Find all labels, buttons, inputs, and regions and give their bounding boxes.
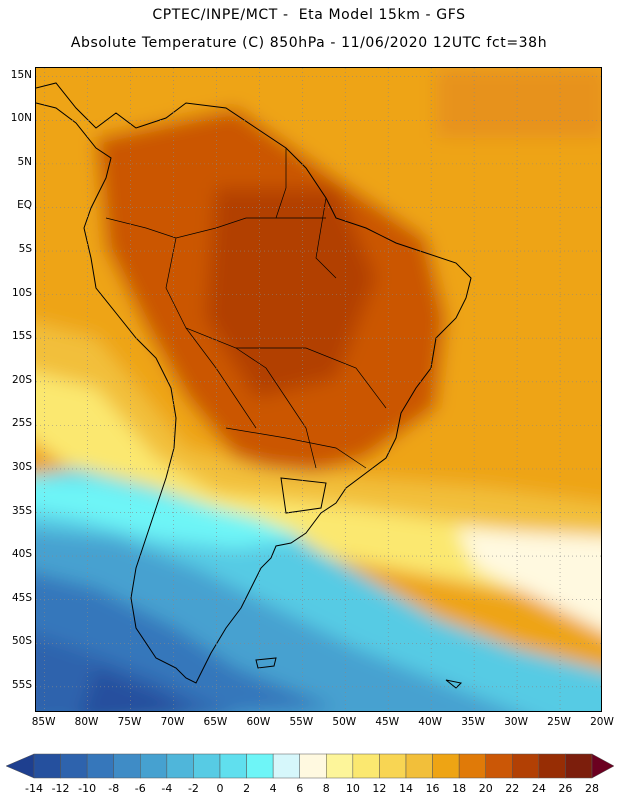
colorbar-tick-label: 24 [531, 782, 546, 795]
colorbar-tick-label: 12 [372, 782, 387, 795]
title-line-2: Absolute Temperature (C) 850hPa - 11/06/… [70, 35, 548, 51]
colorbar-swatch [432, 753, 460, 779]
colorbar-tick-label: 16 [425, 782, 440, 795]
colorbar-swatch [512, 753, 540, 779]
colorbar-swatch [140, 753, 168, 779]
colorbar-tick-label: 4 [269, 782, 277, 795]
colorbar-swatch [219, 753, 247, 779]
colorbar-tick-label: 18 [452, 782, 467, 795]
colorbar-swatch [193, 753, 221, 779]
colorbar [5, 753, 615, 779]
colorbar-swatch [352, 753, 380, 779]
colorbar-tick-label: -4 [161, 782, 173, 795]
colorbar-swatch [538, 753, 566, 779]
colorbar-swatch [166, 753, 194, 779]
latitude-label: 15N [10, 68, 32, 81]
colorbar-tick-label: -14 [25, 782, 43, 795]
colorbar-tick-label: 10 [345, 782, 360, 795]
longitude-label: 60W [246, 716, 271, 728]
latitude-label: EQ [17, 199, 32, 212]
latitude-label: 55S [11, 678, 32, 691]
map-canvas [36, 68, 601, 711]
longitude-label: 70W [160, 716, 185, 728]
colorbar-swatch [86, 753, 114, 779]
colorbar-tick-label: 14 [399, 782, 413, 795]
colorbar-swatch [33, 753, 61, 779]
longitude-label: 85W [31, 716, 56, 728]
longitude-label: 25W [547, 716, 571, 728]
latitude-label: 40S [11, 548, 32, 561]
colorbar-tick-label: -12 [51, 782, 70, 795]
longitude-label: 50W [332, 716, 357, 728]
colorbar-max-arrow [591, 753, 615, 779]
colorbar-tick-label: 20 [478, 782, 493, 795]
colorbar-swatch [405, 753, 433, 779]
longitude-label: 65W [203, 716, 228, 728]
latitude-label: 35S [11, 504, 32, 517]
colorbar-tick-label: 2 [243, 782, 251, 795]
colorbar-tick-label: 8 [322, 782, 330, 795]
colorbar-min-arrow [5, 753, 35, 779]
latitude-label: 15S [11, 330, 32, 343]
colorbar-tick-label: 0 [216, 782, 224, 795]
latitude-label: 30S [11, 460, 32, 473]
longitude-label: 80W [74, 716, 99, 728]
colorbar-swatch [458, 753, 486, 779]
latitude-label: 45S [11, 591, 32, 604]
longitude-label: 30W [504, 716, 528, 728]
latitude-label: 25S [11, 417, 32, 430]
colorbar-tick-label: 26 [558, 782, 573, 795]
latitude-label: 10N [10, 112, 32, 125]
latitude-label: 5N [17, 155, 32, 168]
title-line-1: CPTEC/INPE/MCT - Eta Model 15km - GFS [152, 7, 466, 23]
latitude-label: 10S [11, 286, 32, 299]
colorbar-swatch [565, 753, 593, 779]
colorbar-tick-label: -8 [108, 782, 120, 795]
temperature-map [35, 67, 602, 712]
temperature-field [36, 68, 601, 711]
longitude-label: 40W [418, 716, 443, 728]
longitude-label: 35W [461, 716, 485, 728]
colorbar-tick-label: 6 [296, 782, 304, 795]
colorbar-swatch [379, 753, 407, 779]
colorbar-swatch [299, 753, 327, 779]
longitude-label: 75W [117, 716, 142, 728]
colorbar-swatch [326, 753, 354, 779]
latitude-label: 20S [11, 373, 32, 386]
colorbar-swatch [485, 753, 513, 779]
longitude-label: 55W [289, 716, 314, 728]
latitude-label: 5S [18, 243, 32, 256]
colorbar-swatch [60, 753, 88, 779]
longitude-label: 20W [590, 716, 614, 728]
colorbar-tick-label: 22 [505, 782, 520, 795]
colorbar-tick-label: -6 [134, 782, 146, 795]
longitude-label: 45W [375, 716, 400, 728]
colorbar-swatch [113, 753, 141, 779]
latitude-label: 50S [11, 635, 32, 648]
colorbar-tick-label: -2 [187, 782, 199, 795]
colorbar-tick-label: 28 [585, 782, 599, 795]
country-borders [105, 148, 387, 469]
colorbar-swatch [272, 753, 300, 779]
graticule [36, 68, 601, 711]
colorbar-swatch [246, 753, 274, 779]
colorbar-tick-label: -10 [78, 782, 97, 795]
